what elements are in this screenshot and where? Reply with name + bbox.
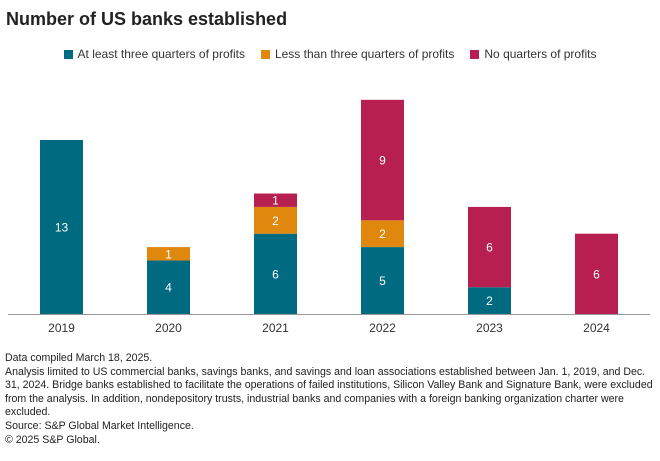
bar-segment <box>361 247 404 314</box>
x-tick-label: 2022 <box>369 321 396 335</box>
data-label: 13 <box>55 221 69 235</box>
bar-segment <box>361 99 404 221</box>
bar-segment <box>468 287 511 314</box>
bar-segment <box>147 247 190 261</box>
legend-swatch <box>260 49 270 59</box>
x-tick-label: 2019 <box>48 321 75 335</box>
footnotes: Data compiled March 18, 2025. Analysis l… <box>5 352 657 447</box>
data-label: 5 <box>379 274 386 288</box>
data-label: 1 <box>165 247 172 261</box>
data-label: 1 <box>272 194 279 208</box>
chart-title: Number of US banks established <box>6 9 288 29</box>
legend-swatch <box>63 49 73 59</box>
data-label: 2 <box>486 294 493 308</box>
bar-segment <box>254 233 297 314</box>
legend-item: No quarters of profits <box>470 47 596 61</box>
note-source: Source: S&P Global Market Intelligence. <box>5 419 194 432</box>
data-label: 6 <box>272 267 279 281</box>
bar-segment <box>254 193 297 207</box>
data-label: 9 <box>379 154 386 168</box>
legend: At least three quarters of profits Less … <box>0 47 660 61</box>
legend-label: Less than three quarters of profits <box>274 47 455 61</box>
legend-label: No quarters of profits <box>484 47 597 61</box>
plot-area: 13 2019 4 1 2020 6 2 1 2021 5 2 9 2022 2 6 2023 6 2024 <box>8 99 650 335</box>
legend-item: At least three quarters of profits <box>63 47 245 61</box>
data-label: 6 <box>486 241 493 255</box>
legend-item: Less than three quarters of profits <box>260 47 455 61</box>
note-compiled: Data compiled March 18, 2025. <box>5 352 153 364</box>
data-label: 2 <box>272 214 279 228</box>
bar-segment <box>147 260 190 314</box>
bar-segment <box>468 206 511 288</box>
bar-segment <box>361 220 404 248</box>
data-label: 4 <box>165 281 172 295</box>
x-tick-label: 2023 <box>476 321 503 335</box>
data-label: 6 <box>593 267 600 281</box>
x-tick-label: 2024 <box>583 321 610 335</box>
x-tick-label: 2020 <box>155 321 182 335</box>
legend-swatch <box>470 49 480 59</box>
note-copyright: © 2025 S&P Global. <box>5 433 100 446</box>
bar-segment <box>575 233 618 314</box>
note-analysis: Analysis limited to US commercial banks,… <box>5 365 653 419</box>
bar-segment <box>40 140 83 314</box>
x-tick-label: 2021 <box>262 321 289 335</box>
legend-label: At least three quarters of profits <box>77 47 245 61</box>
data-label: 2 <box>379 227 386 241</box>
bar-segment <box>254 206 297 234</box>
